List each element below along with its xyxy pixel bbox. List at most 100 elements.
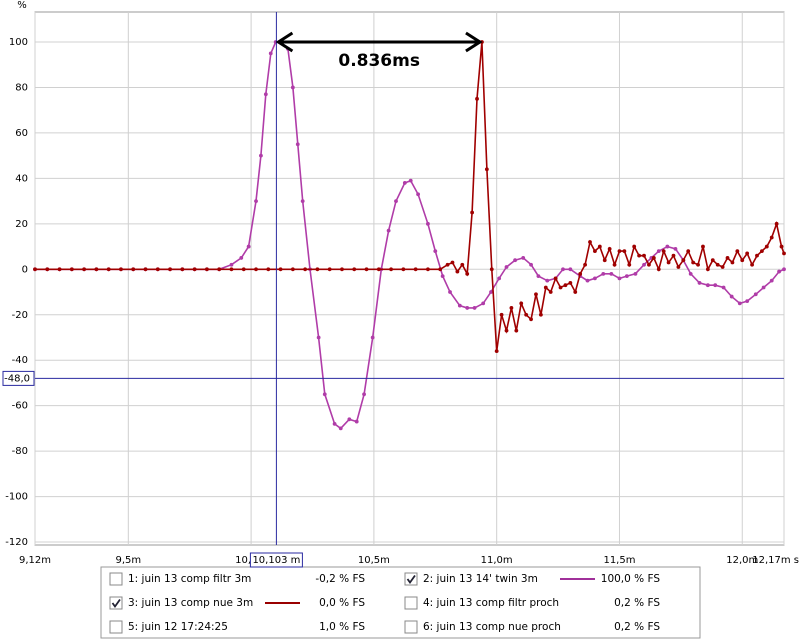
data-point — [94, 267, 99, 272]
data-point — [561, 267, 565, 272]
data-point — [524, 312, 529, 317]
data-point — [521, 256, 526, 260]
data-point — [229, 267, 234, 272]
checkbox[interactable] — [109, 596, 123, 610]
plot-area — [34, 11, 785, 546]
y-tick-label: 80 — [15, 82, 28, 93]
data-point — [538, 312, 543, 317]
cursor-y-box — [2, 370, 35, 386]
data-point — [622, 249, 627, 254]
data-point — [465, 271, 470, 276]
data-point — [633, 271, 638, 276]
x-tick-label: 11,0m — [481, 555, 513, 566]
legend-value: 1,0 % FS — [319, 621, 365, 633]
data-point — [239, 256, 244, 260]
data-point — [729, 294, 734, 299]
data-point — [782, 267, 786, 272]
data-point — [386, 228, 391, 233]
data-point — [745, 251, 750, 256]
checkbox[interactable] — [109, 572, 123, 586]
data-point — [607, 246, 612, 251]
data-point — [504, 265, 509, 269]
data-point — [509, 306, 514, 310]
arrow-head — [465, 31, 483, 53]
data-point — [578, 271, 583, 276]
data-point — [316, 335, 321, 340]
data-point — [713, 283, 718, 288]
data-point — [205, 267, 209, 272]
data-point — [642, 262, 646, 267]
checkbox[interactable] — [404, 620, 418, 634]
data-point — [624, 274, 629, 279]
y-tick-label: -100 — [5, 492, 28, 503]
data-point — [642, 253, 646, 258]
checkbox[interactable] — [404, 596, 418, 610]
data-point — [705, 283, 710, 288]
data-point — [730, 260, 735, 265]
checkbox[interactable] — [404, 572, 418, 586]
cursor-x-box — [249, 552, 303, 568]
data-point — [686, 249, 691, 254]
data-point — [354, 419, 359, 424]
data-point — [597, 244, 602, 249]
data-point — [376, 267, 381, 272]
data-point — [352, 267, 357, 272]
data-point — [782, 251, 786, 256]
data-point — [327, 267, 332, 272]
data-point — [433, 249, 438, 254]
data-point — [671, 253, 676, 258]
data-point — [259, 153, 263, 158]
data-point — [290, 85, 295, 90]
data-point — [241, 267, 246, 272]
data-point — [57, 267, 62, 272]
data-point — [402, 181, 407, 185]
legend-value: 0,2 % FS — [614, 621, 660, 633]
annotation-text: 0.836ms — [338, 51, 420, 71]
data-point — [612, 262, 617, 267]
data-point — [710, 258, 715, 263]
data-point — [192, 267, 197, 272]
data-point — [45, 267, 50, 272]
data-point — [481, 301, 486, 306]
data-point — [457, 303, 462, 308]
data-point — [413, 267, 418, 272]
legend-name: 4: juin 13 comp filtr proch — [423, 597, 559, 609]
legend-value: 0,2 % FS — [614, 597, 660, 609]
data-point — [119, 267, 123, 272]
data-point — [548, 290, 553, 294]
checkmark — [406, 574, 416, 585]
data-point — [229, 262, 234, 267]
data-point — [651, 256, 656, 260]
data-point — [300, 199, 305, 204]
x-tick-label: 9,5m — [115, 555, 141, 566]
data-point — [155, 267, 160, 272]
data-point — [688, 271, 693, 276]
data-point — [278, 267, 283, 272]
data-point — [563, 283, 568, 288]
data-point — [426, 267, 430, 272]
legend-name: 5: juin 12 17:24:25 — [128, 621, 228, 633]
data-point — [362, 392, 366, 397]
checkbox[interactable] — [109, 620, 123, 634]
data-point — [514, 328, 519, 333]
legend-box — [100, 566, 701, 639]
data-point — [455, 269, 460, 274]
data-point — [489, 290, 493, 294]
data-point — [408, 178, 413, 183]
data-point — [745, 299, 750, 304]
data-point — [295, 142, 300, 147]
data-point — [246, 244, 251, 249]
data-point — [499, 312, 504, 317]
data-point — [180, 267, 185, 272]
data-point — [697, 281, 702, 285]
data-point — [769, 235, 774, 240]
data-point — [529, 317, 533, 322]
data-point — [268, 51, 273, 56]
legend-name: 3: juin 13 comp nue 3m — [128, 597, 253, 609]
data-point — [715, 262, 720, 267]
data-point — [347, 417, 352, 422]
data-point — [568, 267, 573, 272]
data-point — [583, 262, 587, 267]
data-point — [470, 210, 475, 215]
